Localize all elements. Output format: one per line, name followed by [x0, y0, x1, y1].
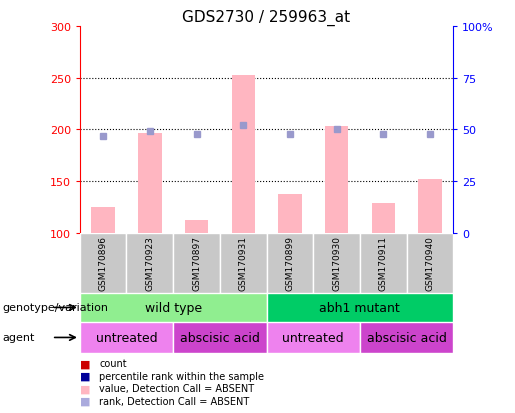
Text: GSM170897: GSM170897: [192, 236, 201, 291]
Bar: [80, 233, 127, 293]
Bar: [173, 233, 220, 293]
Text: ■: ■: [80, 358, 90, 368]
Bar: [80, 293, 267, 322]
Text: GSM170896: GSM170896: [99, 236, 108, 291]
Text: count: count: [99, 358, 127, 368]
Bar: [127, 233, 173, 293]
Bar: [232, 75, 255, 233]
Text: GSM170911: GSM170911: [379, 236, 388, 291]
Bar: [313, 233, 360, 293]
Text: ■: ■: [80, 396, 90, 406]
Bar: [418, 180, 441, 233]
Text: GSM170931: GSM170931: [238, 236, 248, 291]
Bar: [267, 233, 313, 293]
Bar: [360, 233, 406, 293]
Bar: [406, 233, 453, 293]
Bar: [267, 293, 453, 322]
Bar: [278, 194, 301, 233]
Bar: [220, 233, 267, 293]
Title: GDS2730 / 259963_at: GDS2730 / 259963_at: [182, 9, 351, 26]
Text: GSM170940: GSM170940: [425, 236, 434, 291]
Bar: [173, 322, 267, 353]
Text: wild type: wild type: [145, 301, 202, 314]
Text: untreated: untreated: [282, 331, 344, 344]
Text: untreated: untreated: [96, 331, 157, 344]
Bar: [267, 322, 360, 353]
Text: abh1 mutant: abh1 mutant: [319, 301, 400, 314]
Bar: [92, 207, 115, 233]
Text: percentile rank within the sample: percentile rank within the sample: [99, 371, 264, 381]
Text: agent: agent: [3, 332, 35, 343]
Text: genotype/variation: genotype/variation: [3, 303, 109, 313]
Bar: [371, 204, 395, 233]
Text: ■: ■: [80, 371, 90, 381]
Bar: [138, 133, 162, 233]
Text: GSM170899: GSM170899: [285, 236, 295, 291]
Bar: [185, 221, 208, 233]
Text: abscisic acid: abscisic acid: [367, 331, 447, 344]
Text: abscisic acid: abscisic acid: [180, 331, 260, 344]
Text: value, Detection Call = ABSENT: value, Detection Call = ABSENT: [99, 383, 254, 393]
Bar: [325, 127, 348, 233]
Text: rank, Detection Call = ABSENT: rank, Detection Call = ABSENT: [99, 396, 250, 406]
Text: GSM170930: GSM170930: [332, 236, 341, 291]
Bar: [80, 322, 173, 353]
Bar: [360, 322, 453, 353]
Text: GSM170923: GSM170923: [145, 236, 154, 291]
Text: ■: ■: [80, 383, 90, 393]
